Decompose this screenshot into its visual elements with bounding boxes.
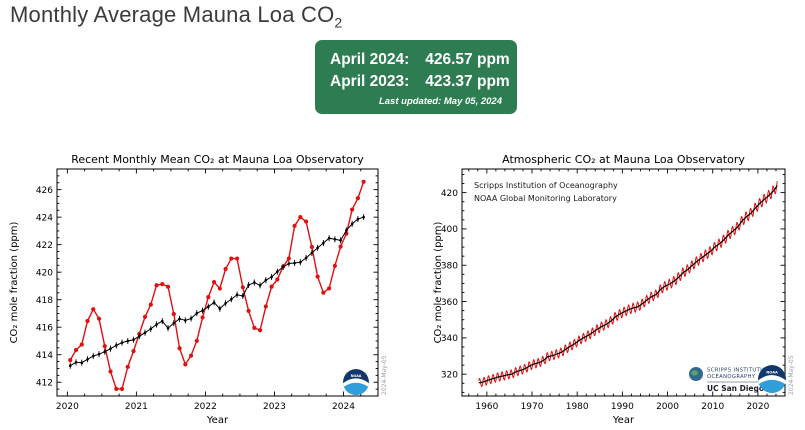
svg-text:2020: 2020 xyxy=(56,402,79,412)
svg-text:426: 426 xyxy=(36,186,53,196)
full-record-co2-chart: 1960 1970 1980 1990 2000 2010 2020 320 340 360 380… xyxy=(433,153,795,426)
watermark-date: 2024-May-05 xyxy=(381,355,388,395)
svg-text:1980: 1980 xyxy=(566,402,589,412)
plot-series xyxy=(478,181,778,388)
plot-series xyxy=(68,179,366,392)
svg-text:2010: 2010 xyxy=(701,402,724,412)
svg-text:NOAA: NOAA xyxy=(351,374,362,378)
svg-text:NOAA: NOAA xyxy=(766,371,778,375)
axes: 1960 1970 1980 1990 2000 2010 2020 320 340 360 380… xyxy=(441,169,786,412)
svg-text:1970: 1970 xyxy=(521,402,544,412)
svg-text:2023: 2023 xyxy=(263,402,286,412)
series-monthly-mean xyxy=(68,179,366,392)
svg-text:418: 418 xyxy=(36,296,53,306)
svg-text:1990: 1990 xyxy=(611,402,634,412)
svg-text:414: 414 xyxy=(36,351,53,361)
plot-frame xyxy=(461,168,786,397)
co2-summary-box: April 2024: 426.57 ppm April 2023: 423.3… xyxy=(315,40,517,114)
reading-row-2024: April 2024: 426.57 ppm xyxy=(330,49,510,71)
x-axis-label: Year xyxy=(612,415,635,426)
series-trend-season-removed xyxy=(68,214,365,369)
reading-value: 423.37 ppm xyxy=(425,73,510,90)
svg-text:424: 424 xyxy=(36,213,53,223)
svg-text:SCRIPPS INSTITUTION OF: SCRIPPS INSTITUTION OF xyxy=(707,368,781,374)
svg-text:360: 360 xyxy=(441,298,458,308)
svg-text:2021: 2021 xyxy=(125,402,148,412)
svg-text:2020: 2020 xyxy=(746,402,769,412)
svg-text:400: 400 xyxy=(441,225,458,235)
svg-text:UC San Diego: UC San Diego xyxy=(707,384,764,393)
noaa-logo: NOAA xyxy=(343,369,369,395)
last-updated-text: Last updated: May 05, 2024 xyxy=(378,96,502,107)
svg-text:340: 340 xyxy=(441,334,458,344)
x-axis-label: Year xyxy=(206,415,229,426)
chart-title: Recent Monthly Mean CO₂ at Mauna Loa Obs… xyxy=(71,153,364,166)
svg-text:2022: 2022 xyxy=(194,402,217,412)
svg-text:380: 380 xyxy=(441,261,458,271)
y-axis-label: CO₂ mole fraction (ppm) xyxy=(433,221,444,343)
chart-title: Atmospheric CO₂ at Mauna Loa Observatory xyxy=(502,153,745,166)
noaa-logo: NOAA xyxy=(758,365,786,393)
svg-text:422: 422 xyxy=(36,241,53,251)
svg-text:412: 412 xyxy=(36,378,53,388)
y-axis-label: CO₂ mole fraction (ppm) xyxy=(9,221,20,343)
reading-label: April 2024: xyxy=(330,51,410,68)
series-trend xyxy=(478,185,778,384)
svg-text:420: 420 xyxy=(441,189,458,199)
series-monthly-mean xyxy=(478,181,778,388)
svg-text:320: 320 xyxy=(441,370,458,380)
svg-text:420: 420 xyxy=(36,268,53,278)
recent-monthly-co2-chart: 2020 2021 2022 2023 2024 412 414 416 418 420 422 42… xyxy=(9,153,388,426)
page-title: Monthly Average Mauna Loa CO2 xyxy=(10,2,343,31)
reading-value: 426.57 ppm xyxy=(425,51,510,68)
reading-row-2023: April 2023: 423.37 ppm xyxy=(330,71,510,93)
svg-text:2024: 2024 xyxy=(332,402,355,412)
plot-frame xyxy=(56,168,379,397)
svg-text:OCEANOGRAPHY: OCEANOGRAPHY xyxy=(707,374,756,380)
svg-text:2000: 2000 xyxy=(656,402,679,412)
svg-text:416: 416 xyxy=(36,323,53,333)
watermark-date: 2024-May-05 xyxy=(788,355,795,395)
chart-annotation: Scripps Institution of Oceanography xyxy=(474,181,618,190)
page-title-text: Monthly Average Mauna Loa CO xyxy=(10,2,335,27)
svg-text:1960: 1960 xyxy=(475,402,498,412)
chart-annotation: NOAA Global Monitoring Laboratory xyxy=(474,194,617,203)
reading-label: April 2023: xyxy=(330,73,410,90)
axes: 2020 2021 2022 2023 2024 412 414 416 418 420 422 42… xyxy=(36,168,379,412)
page-title-subscript: 2 xyxy=(334,14,343,31)
